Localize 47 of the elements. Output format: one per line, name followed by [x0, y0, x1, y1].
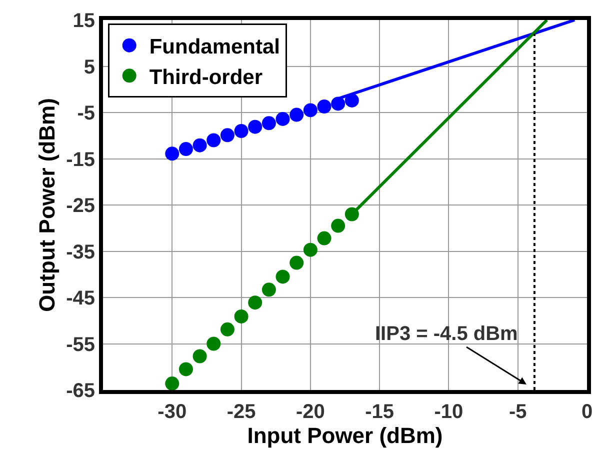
- x-tick-label: -20: [296, 401, 325, 423]
- x-tick-label: 0: [581, 401, 593, 423]
- point: [276, 112, 290, 126]
- y-tick-label: -15: [66, 148, 95, 171]
- point: [165, 146, 180, 161]
- point: [248, 120, 262, 134]
- point: [331, 96, 346, 111]
- point: [262, 282, 276, 297]
- point: [220, 322, 234, 336]
- point: [317, 99, 332, 114]
- point: [248, 296, 262, 310]
- x-tick-label: -15: [365, 401, 394, 423]
- point: [276, 270, 290, 284]
- y-tick-label: 15: [72, 10, 95, 32]
- y-tick-label: -65: [66, 380, 95, 402]
- point: [290, 256, 304, 270]
- y-axis-title: Output Power (dBm): [34, 98, 60, 312]
- point: [206, 336, 221, 351]
- y-tick-label: -45: [66, 288, 95, 310]
- point: [206, 133, 221, 148]
- point: [192, 349, 207, 364]
- x-tick-label: -5: [508, 401, 527, 423]
- legend-label: Third-order: [149, 66, 263, 89]
- point: [220, 128, 234, 142]
- point: [234, 124, 248, 138]
- x-tick-label: -25: [226, 401, 256, 423]
- point: [303, 103, 318, 118]
- point: [290, 108, 304, 122]
- point: [317, 231, 332, 246]
- point: [234, 309, 248, 324]
- point: [165, 376, 180, 390]
- y-tick-label: 5: [84, 56, 95, 78]
- y-tick-label: -25: [66, 195, 95, 217]
- point: [192, 138, 207, 152]
- x-axis-title: Input Power (dBm): [247, 423, 443, 448]
- point: [262, 116, 276, 130]
- y-tick-label: -35: [66, 241, 95, 264]
- point: [331, 218, 346, 233]
- point: [178, 142, 193, 156]
- x-tick-label: -10: [434, 401, 464, 423]
- y-tick-label: -55: [66, 334, 95, 356]
- point: [178, 362, 193, 376]
- legend-label: Fundamental: [149, 36, 280, 59]
- point: [303, 242, 318, 257]
- y-tick-label: -5: [77, 102, 95, 124]
- annotation: IIP3 = -4.5 dBm: [375, 323, 518, 345]
- x-tick-label: -30: [158, 401, 187, 423]
